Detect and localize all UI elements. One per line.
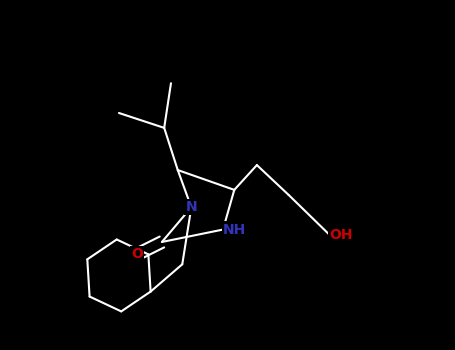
- Text: N: N: [186, 200, 197, 214]
- Text: NH: NH: [223, 223, 246, 237]
- Text: OH: OH: [329, 228, 353, 241]
- Text: O: O: [131, 247, 143, 261]
